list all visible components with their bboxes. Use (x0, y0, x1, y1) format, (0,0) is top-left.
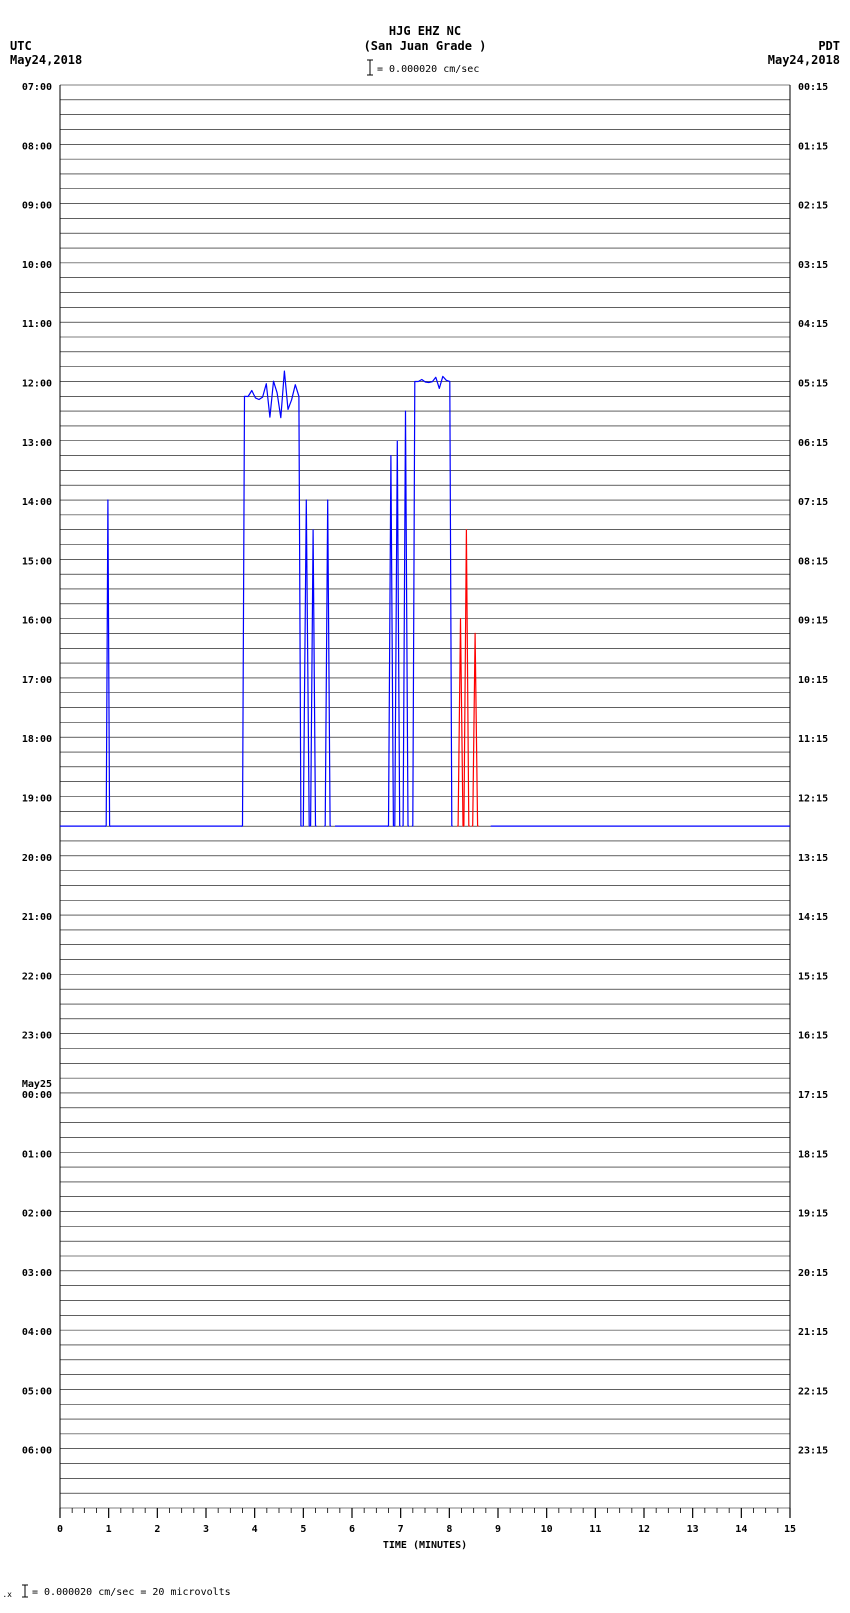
background (0, 0, 850, 1613)
right-hour-label: 00:15 (798, 82, 828, 93)
seismogram-svg: HJG EHZ NC(San Juan Grade ) = 0.000020 cm… (0, 0, 850, 1613)
x-tick-label: 13 (687, 1524, 699, 1535)
left-hour-label: 04:00 (22, 1327, 52, 1338)
right-hour-label: 13:15 (798, 853, 828, 864)
x-tick-label: 8 (446, 1524, 452, 1535)
left-hour-label: 03:00 (22, 1268, 52, 1279)
left-hour-label: 12:00 (22, 378, 52, 389)
x-tick-label: 10 (541, 1524, 553, 1535)
left-hour-label: 01:00 (22, 1149, 52, 1160)
right-hour-label: 14:15 (798, 912, 828, 923)
left-hour-label: 05:00 (22, 1386, 52, 1397)
x-tick-label: 1 (106, 1524, 112, 1535)
left-hour-label: 07:00 (22, 82, 52, 93)
right-hour-label: 05:15 (798, 378, 828, 389)
right-hour-label: 03:15 (798, 260, 828, 271)
left-hour-label: 15:00 (22, 556, 52, 567)
seismogram-container: HJG EHZ NC(San Juan Grade ) = 0.000020 cm… (0, 0, 850, 1613)
left-hour-label: 16:00 (22, 616, 52, 627)
right-hour-label: 20:15 (798, 1268, 828, 1279)
left-hour-label: 02:00 (22, 1209, 52, 1220)
x-tick-label: 9 (495, 1524, 501, 1535)
left-date-change: May25 (22, 1079, 52, 1090)
x-tick-label: 12 (638, 1524, 650, 1535)
right-date: May24,2018 (768, 53, 840, 67)
left-hour-label: 19:00 (22, 794, 52, 805)
right-hour-label: 23:15 (798, 1446, 828, 1457)
x-tick-label: 15 (784, 1524, 796, 1535)
right-hour-label: 01:15 (798, 141, 828, 152)
svg-text:.x: .x (2, 1590, 12, 1599)
left-hour-label: 17:00 (22, 675, 52, 686)
x-tick-label: 7 (398, 1524, 404, 1535)
right-hour-label: 08:15 (798, 556, 828, 567)
left-hour-label: 18:00 (22, 734, 52, 745)
x-tick-label: 2 (154, 1524, 160, 1535)
right-hour-label: 15:15 (798, 971, 828, 982)
left-hour-label: 23:00 (22, 1031, 52, 1042)
left-hour-label: 00:00 (22, 1090, 52, 1101)
x-tick-label: 6 (349, 1524, 355, 1535)
right-hour-label: 16:15 (798, 1031, 828, 1042)
left-hour-label: 11:00 (22, 319, 52, 330)
x-tick-label: 5 (300, 1524, 306, 1535)
x-tick-label: 0 (57, 1524, 63, 1535)
right-hour-label: 06:15 (798, 438, 828, 449)
x-tick-label: 11 (589, 1524, 601, 1535)
right-hour-label: 22:15 (798, 1386, 828, 1397)
right-hour-label: 11:15 (798, 734, 828, 745)
left-hour-label: 09:00 (22, 201, 52, 212)
right-timezone: PDT (818, 39, 840, 53)
left-hour-label: 14:00 (22, 497, 52, 508)
x-axis-label: TIME (MINUTES) (383, 1540, 467, 1551)
x-tick-label: 14 (735, 1524, 747, 1535)
right-hour-label: 18:15 (798, 1149, 828, 1160)
left-date: May24,2018 (10, 53, 82, 67)
station-location: (San Juan Grade ) (364, 39, 487, 53)
scale-label: = 0.000020 cm/sec (377, 64, 479, 75)
right-hour-label: 04:15 (798, 319, 828, 330)
left-hour-label: 22:00 (22, 971, 52, 982)
left-hour-label: 20:00 (22, 853, 52, 864)
footer-scale-text: = 0.000020 cm/sec = 20 microvolts (32, 1587, 231, 1598)
right-hour-label: 07:15 (798, 497, 828, 508)
right-hour-label: 02:15 (798, 201, 828, 212)
right-hour-label: 09:15 (798, 616, 828, 627)
x-tick-label: 3 (203, 1524, 209, 1535)
x-tick-label: 4 (252, 1524, 258, 1535)
station-code: HJG EHZ NC (389, 24, 461, 38)
right-hour-label: 21:15 (798, 1327, 828, 1338)
left-timezone: UTC (10, 39, 32, 53)
left-hour-label: 10:00 (22, 260, 52, 271)
left-hour-label: 13:00 (22, 438, 52, 449)
right-hour-label: 17:15 (798, 1090, 828, 1101)
right-hour-label: 12:15 (798, 794, 828, 805)
left-hour-label: 08:00 (22, 141, 52, 152)
right-hour-label: 19:15 (798, 1209, 828, 1220)
left-hour-label: 21:00 (22, 912, 52, 923)
right-hour-label: 10:15 (798, 675, 828, 686)
left-hour-label: 06:00 (22, 1446, 52, 1457)
